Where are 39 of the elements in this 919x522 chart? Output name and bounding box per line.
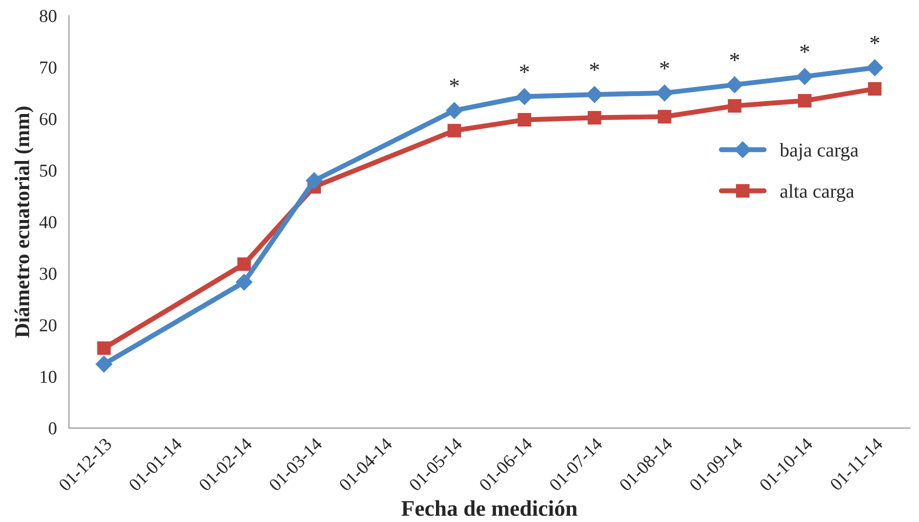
point [516, 88, 533, 105]
point [306, 172, 323, 189]
point [97, 341, 111, 355]
point [236, 274, 252, 291]
point [588, 110, 602, 124]
y-tick-label: 80 [40, 10, 56, 22]
y-tick-label: 70 [40, 61, 56, 74]
point [726, 76, 743, 94]
y-tick-label: 40 [39, 216, 56, 228]
point [796, 68, 814, 85]
legend-label: alta carga [780, 184, 854, 202]
point [868, 82, 882, 96]
annotation: * [660, 61, 670, 70]
point [448, 124, 462, 138]
y-tick-label: 10 [40, 370, 56, 383]
y-tick-label: 20 [40, 319, 56, 332]
y-tick-label: 60 [40, 113, 56, 126]
legend-label: baja carga [780, 143, 858, 161]
annotation: * [520, 64, 529, 73]
point [866, 59, 884, 76]
y-tick-label: 50 [40, 164, 56, 177]
point [518, 113, 532, 127]
point [237, 257, 251, 271]
point [446, 102, 463, 119]
y-tick-label: 30 [40, 268, 56, 280]
point [798, 94, 812, 108]
point [658, 110, 672, 124]
point [96, 356, 112, 372]
point [728, 99, 742, 113]
point [656, 84, 673, 102]
annotation: * [870, 36, 880, 44]
annotation: * [590, 62, 599, 71]
y-tick-label: 0 [48, 422, 56, 434]
y-axis-title: Diámetro ecuatorial (mm) [14, 106, 34, 338]
annotation: * [730, 52, 740, 62]
x-axis-title: Fecha de medición [401, 500, 578, 516]
point [586, 86, 603, 103]
annotation: * [800, 44, 810, 53]
annotation: * [450, 78, 459, 87]
